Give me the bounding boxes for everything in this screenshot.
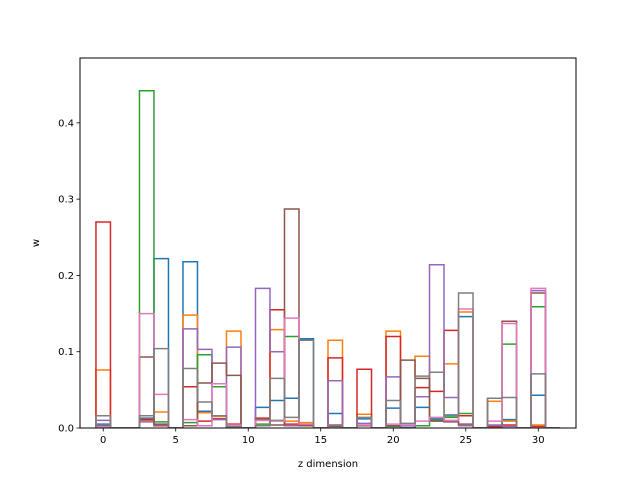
x-tick-label: 0 [100,435,106,446]
x-tick-label: 10 [242,435,255,446]
x-axis: 0 5 10 15 20 25 30 [100,428,545,446]
x-axis-label: z dimension [298,459,358,470]
x-tick-label: 5 [173,435,179,446]
series-5-outline [95,263,561,428]
series-layer [95,90,561,428]
series-8 [95,292,561,428]
y-axis-label: w [31,239,42,247]
series-8-outline [95,292,561,428]
series-5 [95,263,561,428]
y-tick-label: 0.0 [58,424,74,435]
y-tick-label: 0.4 [58,118,74,129]
x-tick-label: 15 [314,435,327,446]
y-tick-label: 0.2 [58,271,74,282]
x-tick-label: 20 [387,435,400,446]
y-axis: 0.0 0.1 0.2 0.3 0.4 [58,118,80,435]
y-tick-label: 0.3 [58,195,74,206]
x-tick-label: 25 [459,435,472,446]
plot-frame [79,57,577,429]
y-tick-label: 0.1 [58,347,74,358]
x-tick-label: 30 [532,435,545,446]
